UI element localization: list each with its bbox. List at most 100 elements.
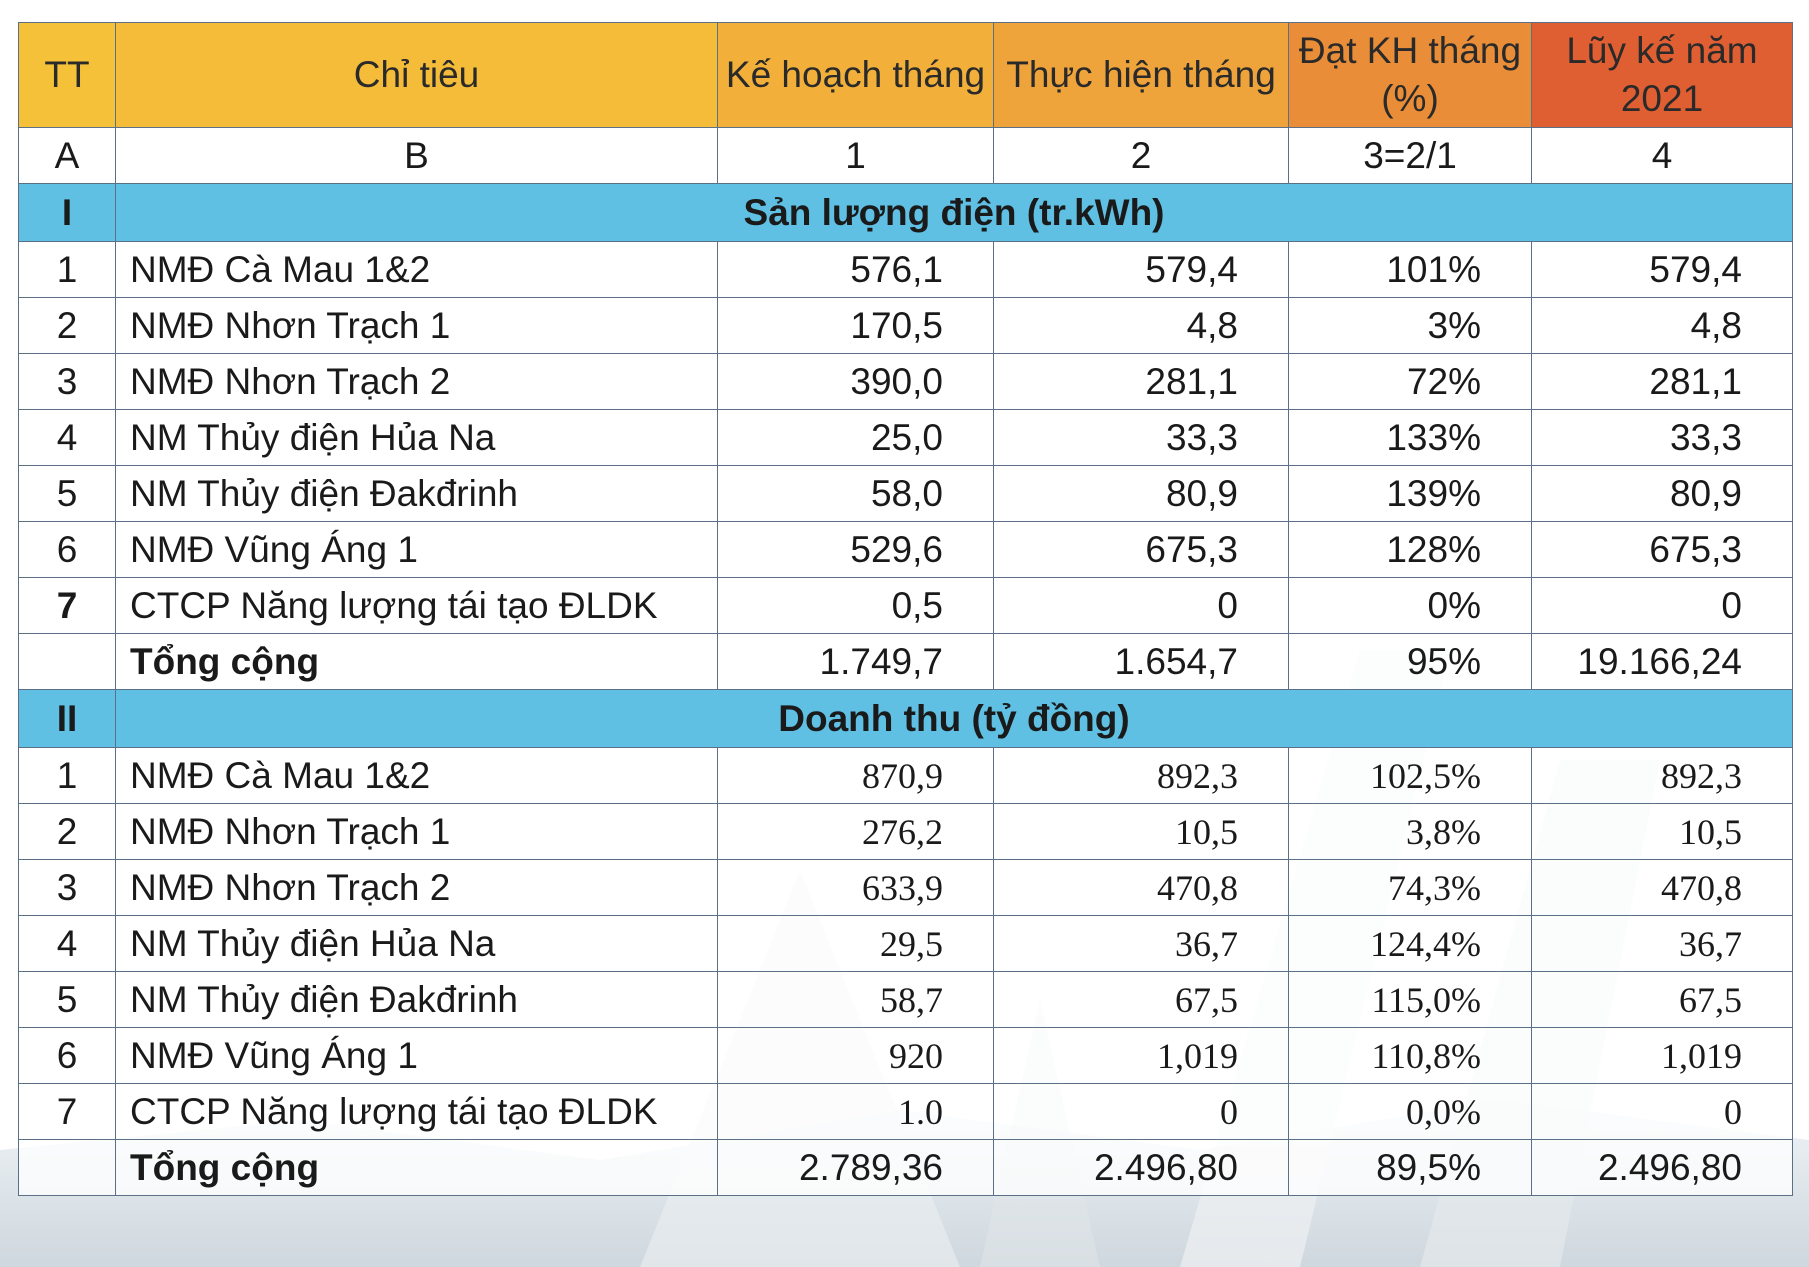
subheader-cell: 3=2/1 [1288,127,1532,184]
cell-luy-ke: 1,019 [1531,1027,1793,1084]
cell-ke-hoach: 1.749,7 [717,633,994,690]
cell-name: NM Thủy điện Đakđrinh [115,971,718,1028]
cell-tt: 4 [18,915,116,972]
cell-thuc-hien: 80,9 [993,465,1289,522]
cell-tt [18,633,116,690]
cell-tt [18,1139,116,1196]
table-row: 7 CTCP Năng lượng tái tạo ĐLDK 0,5 0 0% 0 [18,577,1793,634]
table-row: 5 NM Thủy điện Đakđrinh 58,7 67,5 115,0% 67,5 [18,971,1793,1028]
cell-thuc-hien: 10,5 [993,803,1289,860]
header-ke-hoach: Kế hoạch tháng [717,22,994,128]
table-row: 1 NMĐ Cà Mau 1&2 870,9 892,3 102,5% 892,3 [18,747,1793,804]
cell-name: NM Thủy điện Hủa Na [115,915,718,972]
cell-thuc-hien: 36,7 [993,915,1289,972]
cell-luy-ke: 67,5 [1531,971,1793,1028]
cell-dat-kh: 102,5% [1288,747,1532,804]
cell-thuc-hien: 1,019 [993,1027,1289,1084]
cell-ke-hoach: 576,1 [717,241,994,298]
table-row: 1 NMĐ Cà Mau 1&2 576,1 579,4 101% 579,4 [18,241,1793,298]
cell-name: CTCP Năng lượng tái tạo ĐLDK [115,1083,718,1140]
cell-name: NMĐ Cà Mau 1&2 [115,241,718,298]
cell-thuc-hien: 675,3 [993,521,1289,578]
cell-thuc-hien: 579,4 [993,241,1289,298]
cell-thuc-hien: 0 [993,577,1289,634]
cell-ke-hoach: 870,9 [717,747,994,804]
header-luy-ke: Lũy kế năm 2021 [1531,22,1793,128]
section-header-row: I Sản lượng điện (tr.kWh) [18,183,1793,242]
cell-luy-ke: 2.496,80 [1531,1139,1793,1196]
cell-dat-kh: 133% [1288,409,1532,466]
subheader-cell: B [115,127,718,184]
cell-tt: 2 [18,803,116,860]
cell-tt: 6 [18,1027,116,1084]
cell-luy-ke: 0 [1531,577,1793,634]
header-row: TT Chỉ tiêu Kế hoạch tháng Thực hiện tháng Đ… [18,22,1793,128]
subheader-cell: A [18,127,116,184]
cell-name: NM Thủy điện Đakđrinh [115,465,718,522]
cell-tt: 1 [18,241,116,298]
cell-dat-kh: 139% [1288,465,1532,522]
cell-thuc-hien: 470,8 [993,859,1289,916]
cell-dat-kh: 95% [1288,633,1532,690]
cell-thuc-hien: 67,5 [993,971,1289,1028]
cell-tt: 3 [18,353,116,410]
subheader-cell: 4 [1531,127,1793,184]
cell-thuc-hien: 0 [993,1083,1289,1140]
header-chi-tieu: Chỉ tiêu [115,22,718,128]
table-row: 3 NMĐ Nhơn Trạch 2 633,9 470,8 74,3% 470,8 [18,859,1793,916]
cell-luy-ke: 36,7 [1531,915,1793,972]
cell-tt: 2 [18,297,116,354]
cell-dat-kh: 115,0% [1288,971,1532,1028]
cell-luy-ke: 579,4 [1531,241,1793,298]
cell-dat-kh: 3,8% [1288,803,1532,860]
cell-tt: 7 [18,1083,116,1140]
cell-luy-ke: 4,8 [1531,297,1793,354]
subheader-cell: 1 [717,127,994,184]
cell-dat-kh: 0,0% [1288,1083,1532,1140]
section-number: I [18,183,116,242]
cell-ke-hoach: 920 [717,1027,994,1084]
section-title: Sản lượng điện (tr.kWh) [115,183,1793,242]
cell-ke-hoach: 29,5 [717,915,994,972]
cell-thuc-hien: 892,3 [993,747,1289,804]
total-row: Tổng cộng 2.789,36 2.496,80 89,5% 2.496,80 [18,1139,1793,1196]
cell-luy-ke: 892,3 [1531,747,1793,804]
table-row: 4 NM Thủy điện Hủa Na 25,0 33,3 133% 33,3 [18,409,1793,466]
cell-ke-hoach: 58,0 [717,465,994,522]
subheader-row: A B 1 2 3=2/1 4 [18,127,1793,184]
cell-luy-ke: 470,8 [1531,859,1793,916]
cell-tt: 1 [18,747,116,804]
cell-dat-kh: 124,4% [1288,915,1532,972]
cell-name: NMĐ Cà Mau 1&2 [115,747,718,804]
cell-dat-kh: 101% [1288,241,1532,298]
table-row: 6 NMĐ Vũng Áng 1 529,6 675,3 128% 675,3 [18,521,1793,578]
cell-tt: 4 [18,409,116,466]
cell-name: NMĐ Nhơn Trạch 2 [115,859,718,916]
cell-luy-ke: 19.166,24 [1531,633,1793,690]
cell-ke-hoach: 170,5 [717,297,994,354]
section-number: II [18,689,116,748]
cell-luy-ke: 80,9 [1531,465,1793,522]
table-row: 6 NMĐ Vũng Áng 1 920 1,019 110,8% 1,019 [18,1027,1793,1084]
table-row: 4 NM Thủy điện Hủa Na 29,5 36,7 124,4% 36,7 [18,915,1793,972]
cell-ke-hoach: 529,6 [717,521,994,578]
cell-name: Tổng cộng [115,1139,718,1196]
cell-luy-ke: 10,5 [1531,803,1793,860]
cell-name: NMĐ Vũng Áng 1 [115,521,718,578]
header-thuc-hien: Thực hiện tháng [993,22,1289,128]
cell-ke-hoach: 1.0 [717,1083,994,1140]
cell-tt: 7 [18,577,116,634]
cell-tt: 6 [18,521,116,578]
cell-name: NM Thủy điện Hủa Na [115,409,718,466]
header-tt: TT [18,22,116,128]
table-row: 3 NMĐ Nhơn Trạch 2 390,0 281,1 72% 281,1 [18,353,1793,410]
cell-luy-ke: 675,3 [1531,521,1793,578]
cell-name: Tổng cộng [115,633,718,690]
cell-ke-hoach: 0,5 [717,577,994,634]
cell-dat-kh: 89,5% [1288,1139,1532,1196]
cell-dat-kh: 0% [1288,577,1532,634]
cell-luy-ke: 281,1 [1531,353,1793,410]
cell-luy-ke: 33,3 [1531,409,1793,466]
total-row: Tổng cộng 1.749,7 1.654,7 95% 19.166,24 [18,633,1793,690]
cell-tt: 5 [18,465,116,522]
